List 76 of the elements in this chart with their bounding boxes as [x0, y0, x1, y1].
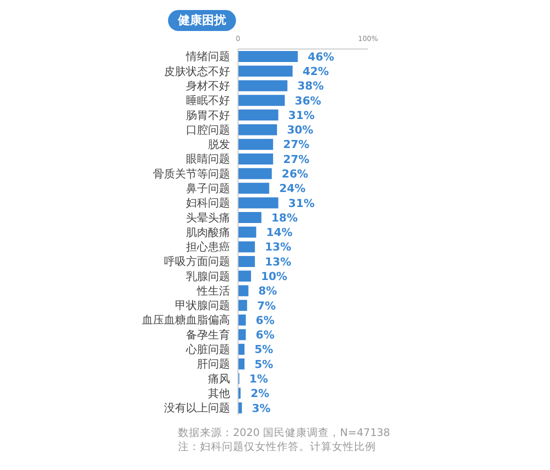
y-tick-label: 妇科问题	[186, 196, 230, 210]
bar	[238, 168, 272, 180]
y-tick-label: 备孕生育	[186, 328, 230, 342]
bar	[238, 138, 274, 150]
y-tick-label: 痛风	[208, 372, 230, 386]
bar	[238, 329, 246, 340]
y-tick-label: 皮肤状态不好	[164, 64, 230, 78]
data-label: 6%	[256, 328, 274, 342]
data-label: 5%	[254, 358, 274, 371]
data-label: 27%	[283, 138, 310, 152]
bar	[238, 270, 251, 282]
bar	[238, 153, 274, 164]
y-tick-label: 鼻子问题	[186, 182, 230, 195]
y-tick-label: 骨质关节等问题	[153, 167, 230, 180]
bar	[238, 212, 262, 224]
bar	[238, 182, 270, 194]
text: 注：妇科问题仅女性作答。计算女性比例	[178, 440, 377, 454]
data-label: 10%	[261, 270, 288, 284]
bar	[238, 226, 256, 238]
data-label: 31%	[288, 196, 315, 210]
data-label: 30%	[287, 124, 314, 137]
y-tick-label: 甲状腺问题	[175, 299, 230, 312]
data-label: 26%	[282, 168, 308, 181]
y-tick-label: 乳腺问题	[186, 270, 230, 283]
data-label: 31%	[288, 108, 315, 122]
y-tick-label: 口腔问题	[186, 123, 230, 136]
bar	[238, 285, 248, 296]
bar	[238, 197, 278, 208]
bar	[238, 66, 293, 77]
data-label: 13%	[264, 240, 292, 254]
data-label: 8%	[258, 284, 278, 298]
bar	[238, 344, 244, 355]
data-label: 14%	[266, 226, 293, 240]
chart-title: 健康困扰	[168, 10, 236, 31]
y-tick-label: 身材不好	[186, 80, 230, 93]
data-label: 6%	[256, 314, 274, 327]
bar	[238, 80, 288, 92]
y-tick-label: 其他	[208, 386, 230, 400]
y-tick-label: 性生活	[196, 284, 230, 298]
y-tick-label: 肝问题	[197, 358, 230, 371]
y-tick-label: 情绪问题	[185, 50, 230, 64]
bar	[238, 300, 248, 311]
y-tick-label: 头晕头痛	[186, 211, 230, 224]
source-note: 数据来源：2020 国民健康调查，N=47138	[178, 426, 390, 440]
y-tick-label: 肠胃不好	[186, 108, 230, 122]
data-label: 27%	[283, 152, 310, 166]
data-label: 18%	[271, 211, 298, 224]
data-label: 7%	[257, 299, 276, 312]
data-label: 3%	[252, 402, 271, 415]
y-tick-label: 没有以上问题	[164, 402, 230, 415]
y-tick-label: 睡眠不好	[186, 94, 230, 108]
bar	[238, 256, 255, 267]
data-label: 24%	[279, 182, 306, 196]
bar	[238, 51, 298, 62]
bar	[238, 110, 278, 121]
data-label: 1%	[249, 372, 268, 386]
y-tick-label: 呼吸方面问题	[164, 255, 230, 268]
y-tick-label: 心脏问题	[185, 343, 230, 356]
data-label: 42%	[302, 65, 329, 78]
bar	[238, 124, 277, 136]
data-label: 13%	[264, 255, 292, 268]
data-label: 2%	[250, 387, 270, 400]
y-tick-label: 肌肉酸痛	[186, 226, 230, 239]
data-label: 36%	[294, 94, 322, 108]
y-tick-label: 眼睛问题	[186, 152, 230, 166]
y-tick-label: 血压血糖血脂偏高	[142, 314, 230, 327]
bar	[238, 402, 242, 414]
bar	[238, 241, 255, 252]
y-tick-label: 担心患癌	[186, 240, 230, 254]
data-label: 46%	[308, 50, 334, 64]
bar	[238, 314, 246, 326]
y-tick-label: 脱发	[208, 138, 230, 152]
bar	[238, 94, 285, 106]
data-label: 38%	[297, 80, 324, 93]
data-label: 5%	[254, 343, 274, 356]
bar	[238, 358, 244, 370]
